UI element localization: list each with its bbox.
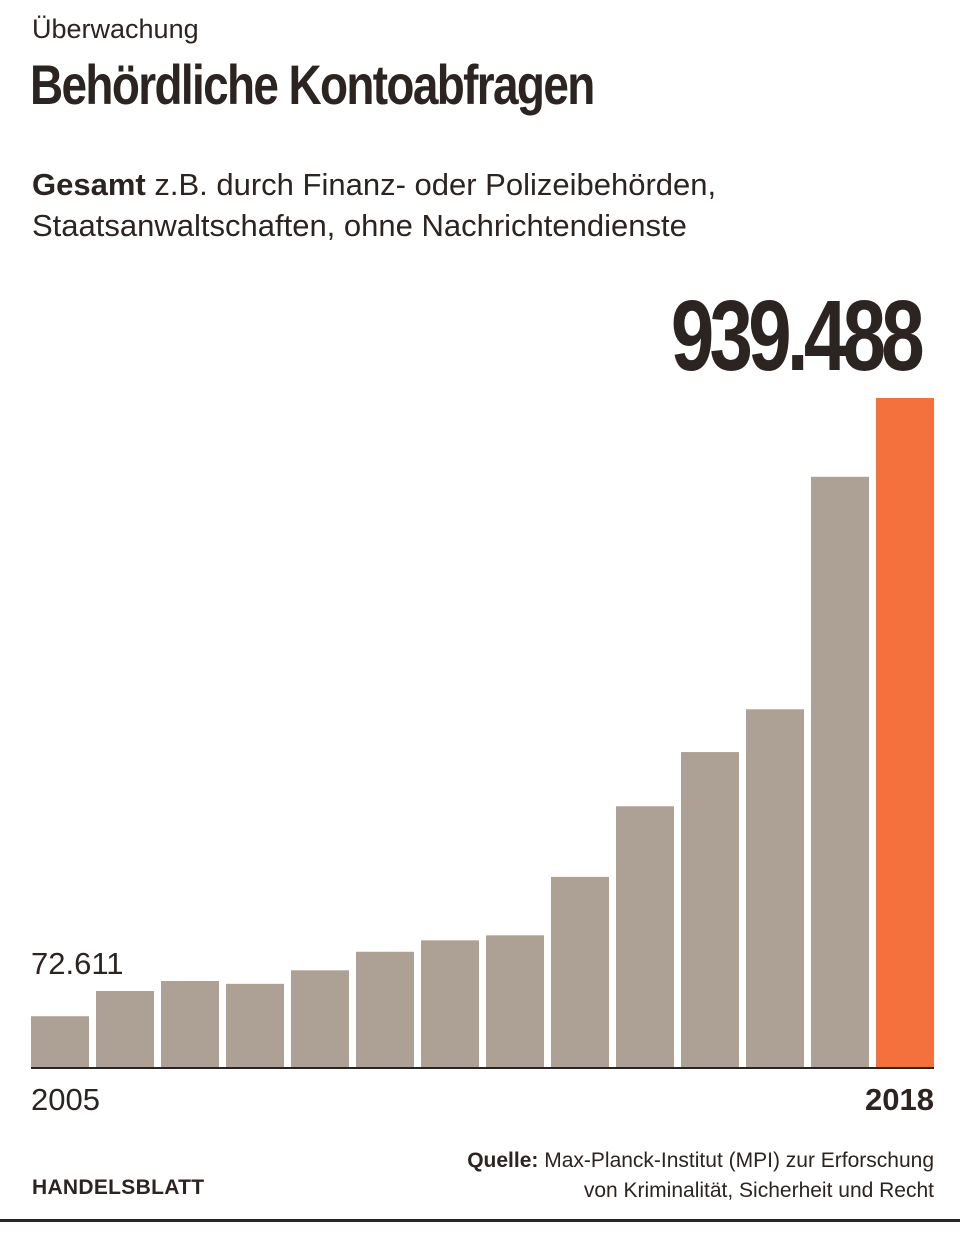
bar-2005: [31, 1016, 89, 1068]
bar-2014: [616, 806, 674, 1068]
subtitle-line2: Staatsanwaltschaften, ohne Nachrichtendi…: [32, 208, 687, 243]
source-line2: von Kriminalität, Sicherheit und Recht: [583, 1179, 934, 1202]
data-label-last: 939.488: [671, 281, 923, 393]
bar-2015: [681, 752, 739, 1068]
chart-subtitle: Gesamt z.B. durch Finanz- oder Polizeibe…: [32, 164, 932, 246]
subtitle-line1: z.B. durch Finanz- oder Polizeibehörden,: [145, 167, 717, 202]
brand-logo: HANDELSBLATT: [32, 1176, 205, 1199]
bar-2011: [421, 940, 479, 1068]
bottom-rule: [0, 1219, 960, 1222]
x-tick-label-end: 2018: [865, 1082, 934, 1117]
bar-2008: [226, 983, 284, 1068]
x-tick-label-start: 2005: [31, 1082, 100, 1117]
bar-2006: [96, 990, 154, 1068]
kicker: Überwachung: [32, 14, 199, 44]
data-label-first: 72.611: [31, 946, 124, 981]
bar-2012: [486, 935, 544, 1068]
source-note: Quelle: Max-Planck-Institut (MPI) zur Er…: [467, 1146, 934, 1206]
bar-2009: [291, 970, 349, 1068]
bar-2007: [161, 980, 219, 1068]
subtitle-bold: Gesamt: [32, 167, 146, 202]
source-label: Quelle:: [467, 1149, 539, 1172]
bar-2013: [551, 876, 609, 1068]
source-line1: Max-Planck-Institut (MPI) zur Erforschun…: [538, 1149, 934, 1172]
bar-2018: [876, 398, 934, 1068]
bar-2017: [811, 476, 869, 1068]
chart-title: Behördliche Kontoabfragen: [30, 53, 595, 116]
bar-2010: [356, 951, 414, 1068]
bar-2016: [746, 709, 804, 1068]
